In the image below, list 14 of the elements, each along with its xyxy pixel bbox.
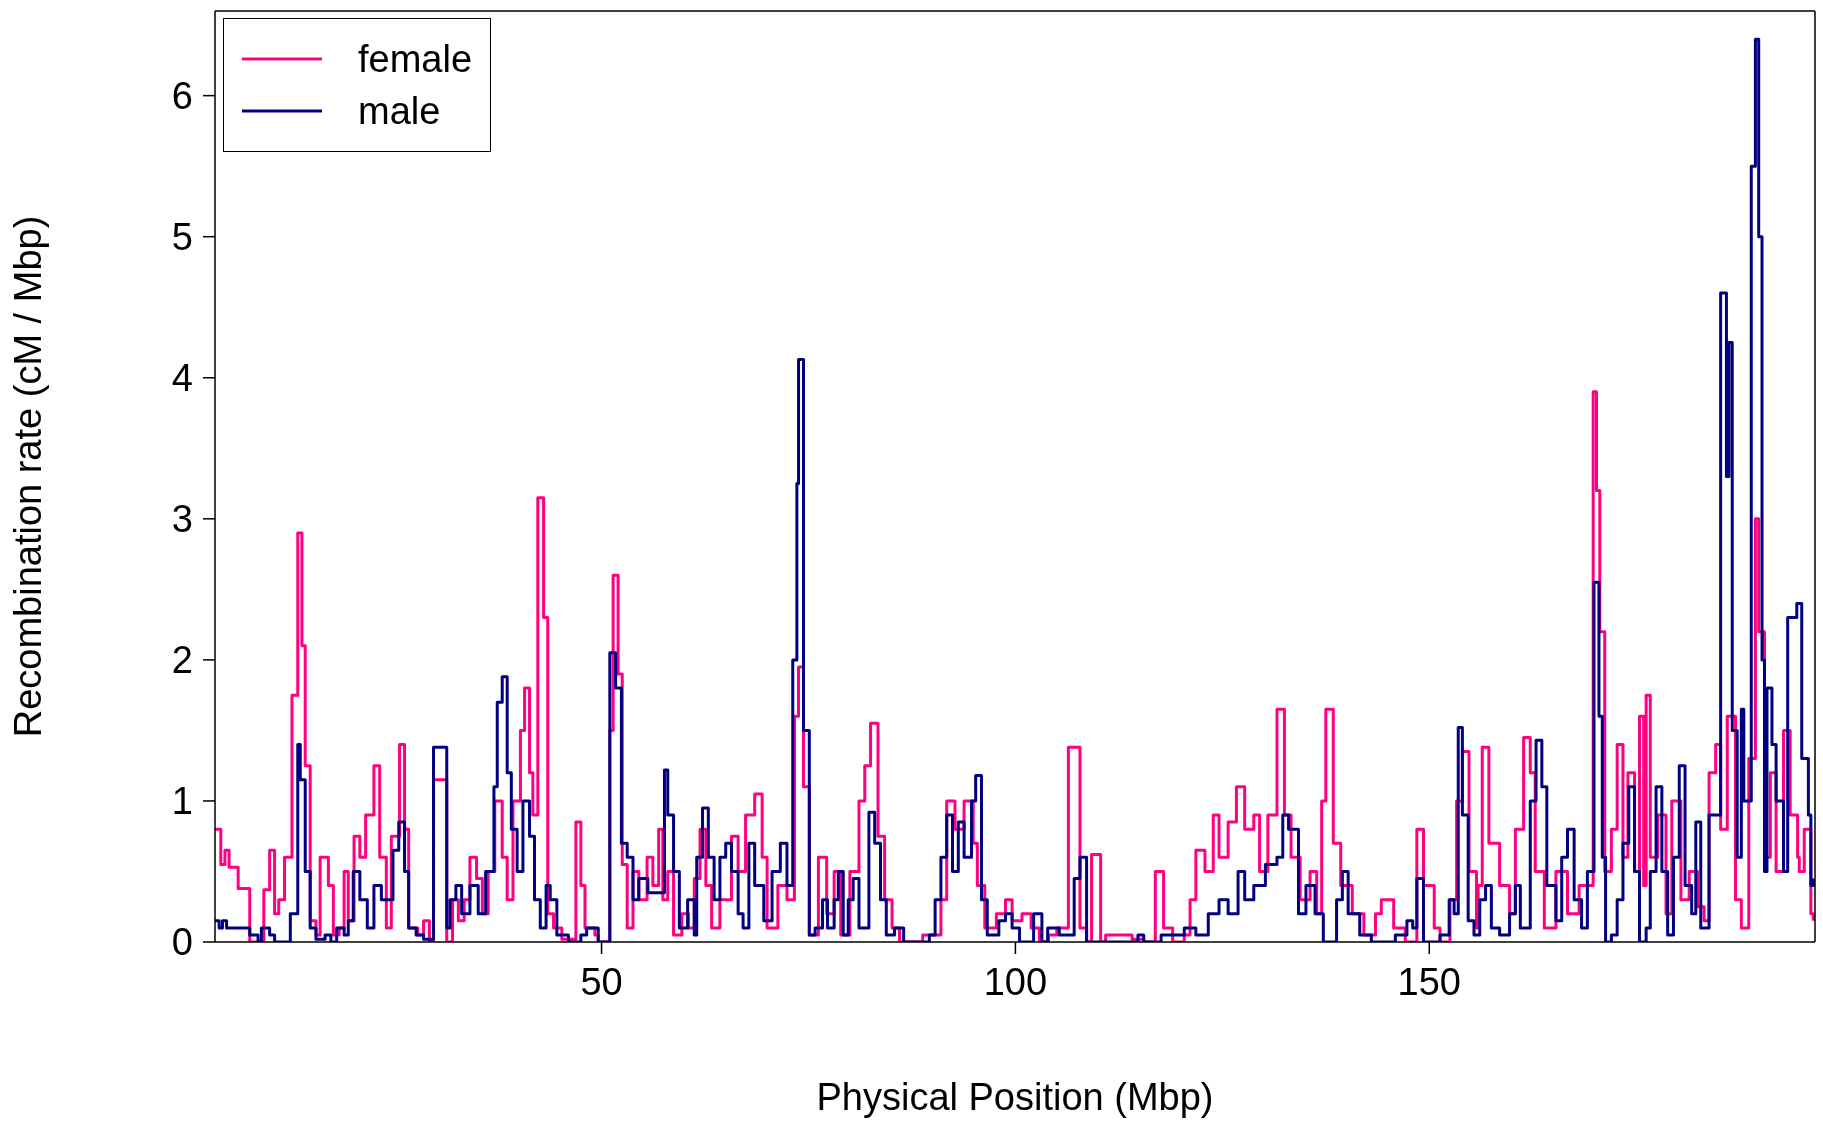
y-tick-label: 3 xyxy=(171,498,193,541)
y-tick-label: 1 xyxy=(171,780,193,823)
y-axis-title: Recombination rate (cM / Mbp) xyxy=(7,215,50,738)
x-axis-title: Physical Position (Mbp) xyxy=(816,1076,1214,1118)
y-tick-label: 5 xyxy=(171,216,193,259)
legend-label: male xyxy=(358,89,441,134)
y-tick-label: 6 xyxy=(171,75,193,118)
legend-label: female xyxy=(358,37,473,82)
x-tick-label: 100 xyxy=(983,960,1048,1003)
y-tick-label: 0 xyxy=(171,921,193,964)
y-tick-label: 4 xyxy=(171,357,193,400)
x-tick-label: 50 xyxy=(580,960,623,1003)
x-tick-label: 150 xyxy=(1397,960,1461,1003)
y-tick-label: 2 xyxy=(171,639,193,682)
